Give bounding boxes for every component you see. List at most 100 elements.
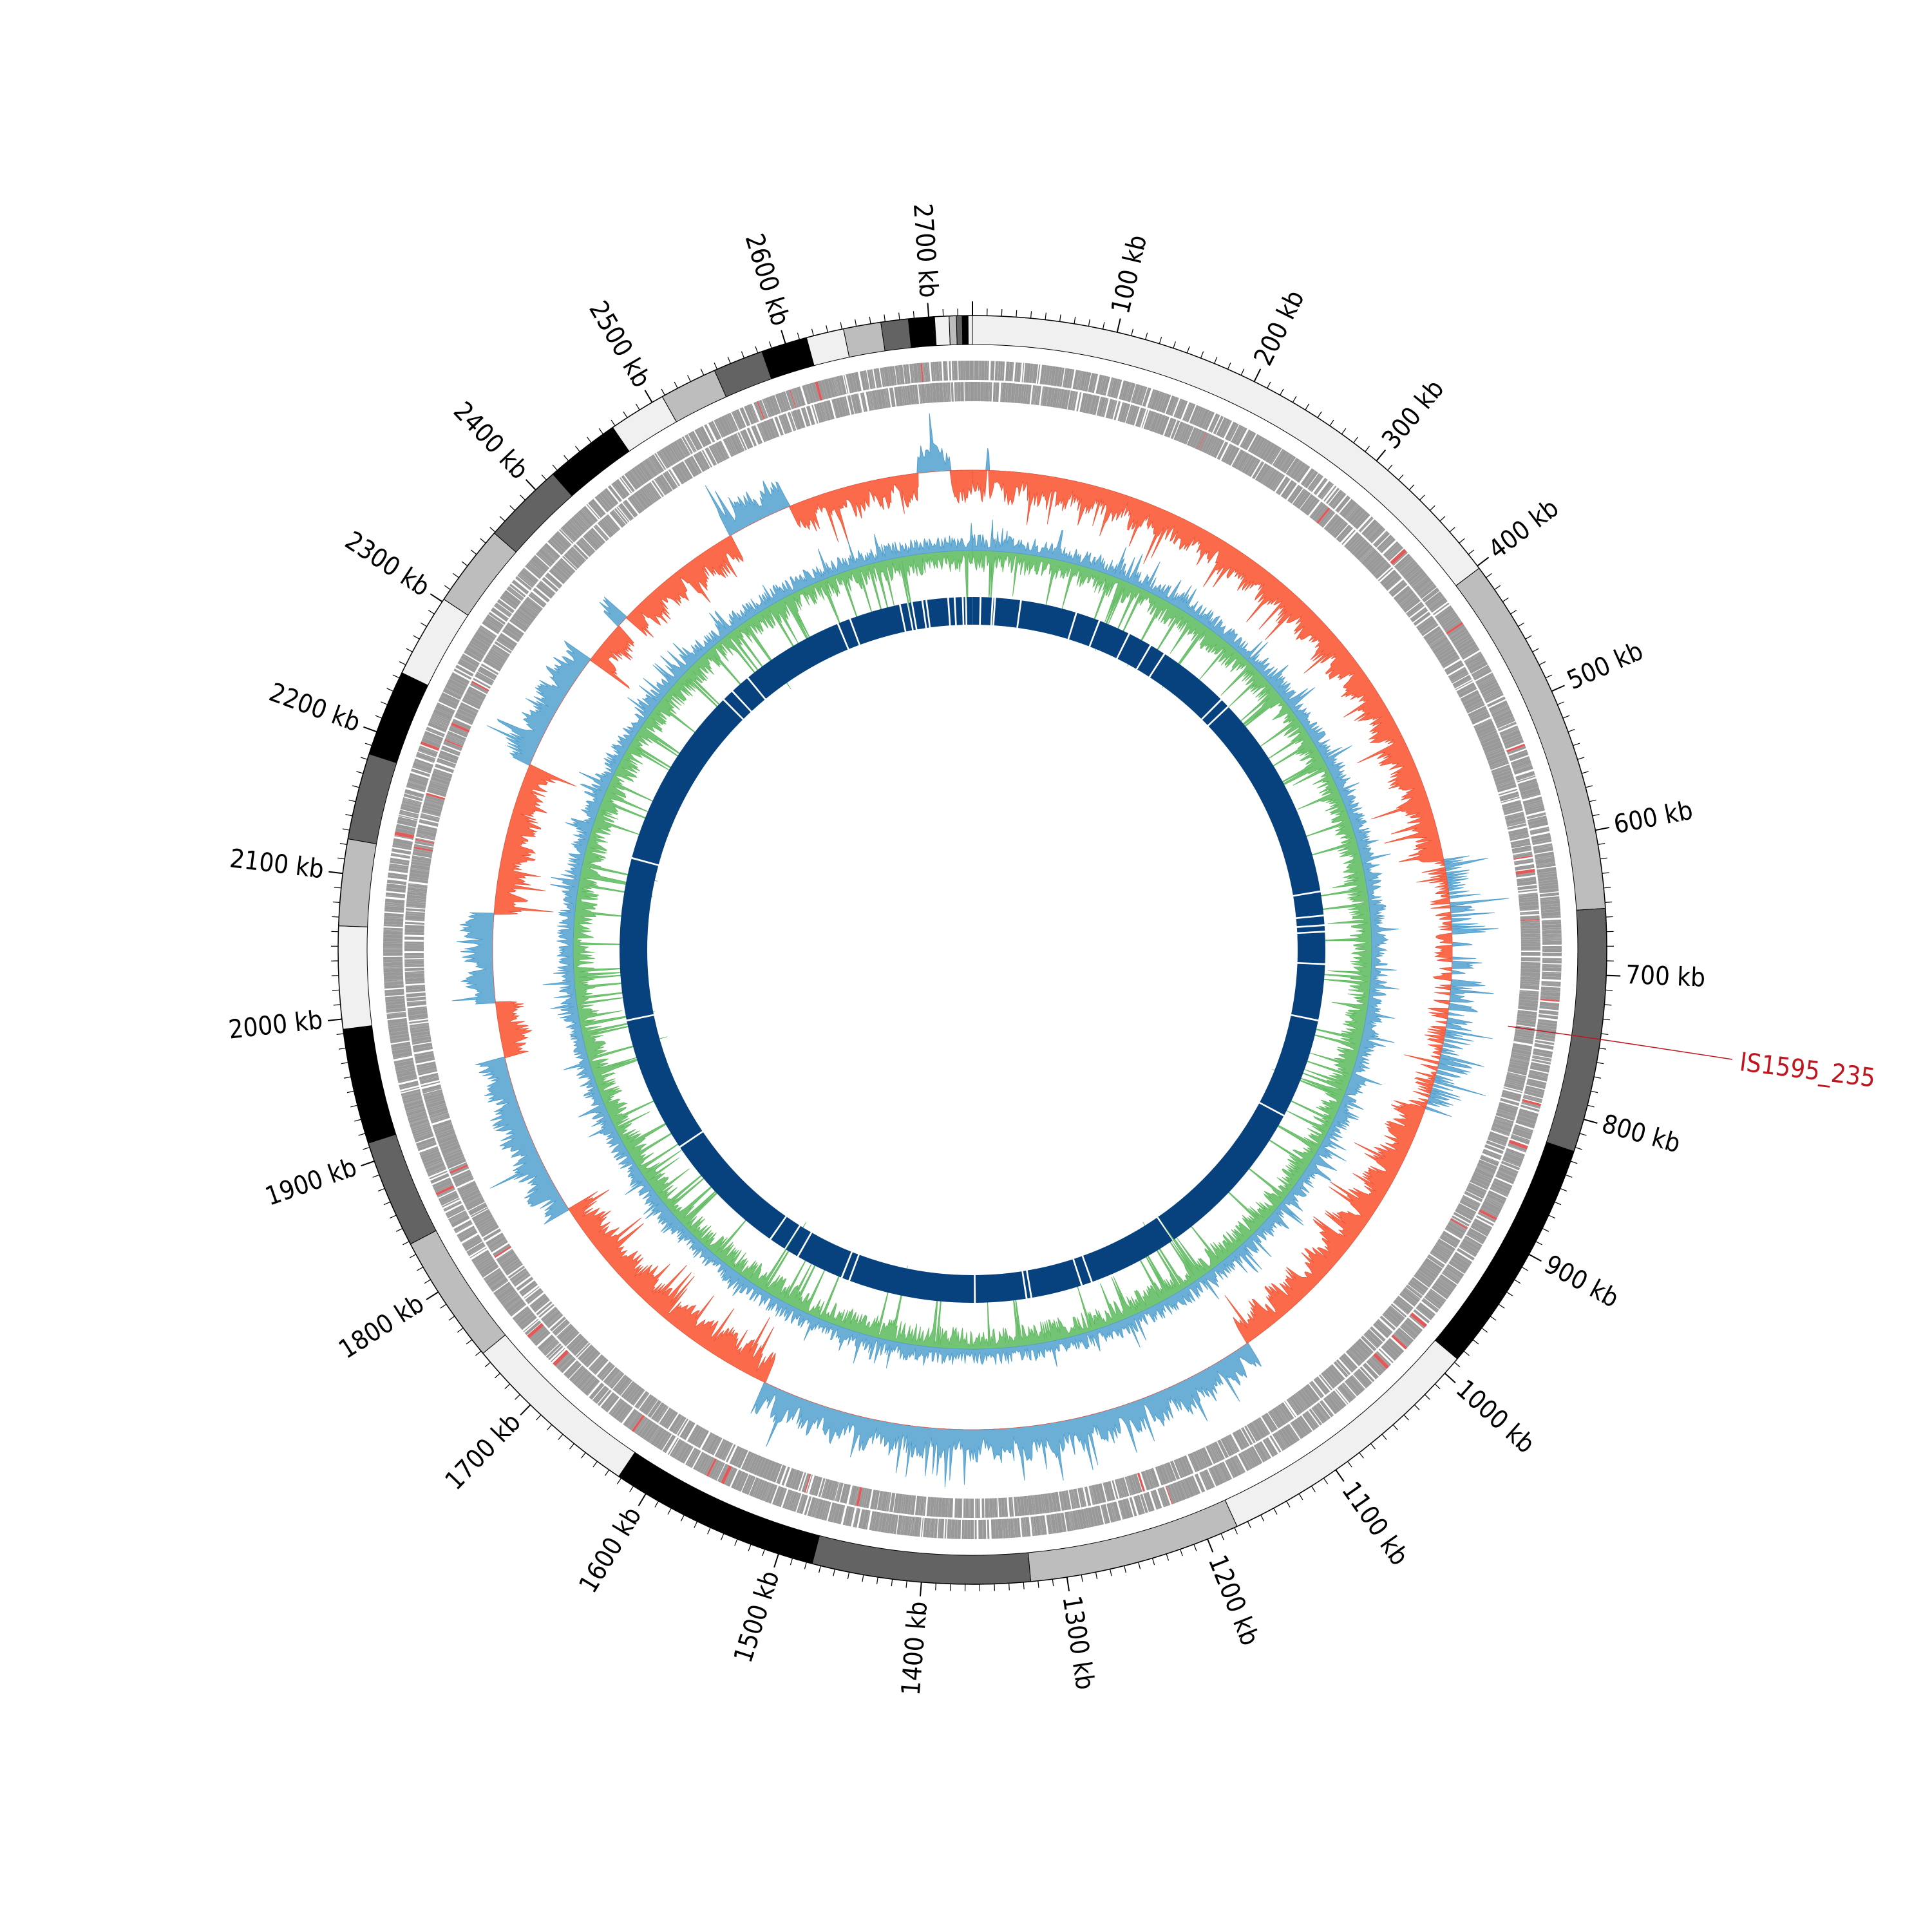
gene-feature	[1046, 1493, 1051, 1513]
gene-feature	[1520, 949, 1540, 951]
gene-feature	[547, 1313, 564, 1329]
gene-feature	[819, 402, 826, 422]
gene-feature	[1277, 1405, 1289, 1423]
gene-feature	[956, 382, 958, 402]
gene-feature	[1475, 724, 1495, 735]
minor-tick	[1365, 446, 1370, 452]
gene-feature	[1464, 1191, 1483, 1202]
gene-feature	[1421, 1299, 1439, 1313]
gene-feature	[1091, 1484, 1099, 1505]
gene-feature	[1427, 632, 1445, 645]
gene-feature	[705, 1434, 716, 1452]
gene-feature	[738, 1473, 749, 1492]
gene-feature	[1540, 909, 1561, 913]
gene-feature	[894, 386, 900, 407]
gene-feature	[574, 513, 590, 530]
gene-feature	[518, 573, 535, 587]
inner-block	[963, 597, 966, 625]
gene-feature	[844, 396, 851, 416]
tick-label: 2300 kb	[339, 526, 435, 602]
gene-feature	[386, 1011, 406, 1015]
gene-feature	[1072, 391, 1078, 411]
gene-feature	[822, 1479, 830, 1499]
gene-feature	[974, 361, 979, 381]
gene-feature	[1520, 983, 1540, 986]
gene-feature	[871, 390, 878, 410]
gene-feature	[1166, 1484, 1177, 1504]
minor-tick	[377, 1188, 385, 1192]
gene-feature	[441, 1144, 461, 1155]
gene-feature	[643, 1422, 656, 1441]
gene-feature	[1520, 952, 1540, 956]
gene-feature	[567, 520, 583, 536]
gene-feature	[1008, 361, 1013, 382]
gene-feature	[1459, 1246, 1476, 1258]
gene-feature	[1399, 1293, 1416, 1307]
gene-feature	[541, 1307, 558, 1322]
gene-feature	[513, 612, 531, 627]
gene-feature	[1194, 406, 1204, 426]
gene-feature	[525, 597, 542, 612]
gene-feature	[1069, 369, 1075, 389]
gene-feature	[418, 1069, 438, 1076]
gene-feature	[969, 1498, 971, 1518]
gene-feature	[835, 397, 844, 418]
gene-feature	[911, 1517, 914, 1537]
gene-feature	[1418, 1267, 1436, 1282]
gene-feature	[978, 1498, 980, 1518]
gene-feature	[1396, 1297, 1413, 1311]
gene-feature	[1459, 644, 1478, 657]
gene-feature	[1309, 1382, 1322, 1399]
gene-feature	[688, 431, 701, 451]
minor-tick	[1560, 1188, 1567, 1192]
gene-feature	[514, 1308, 531, 1322]
gene-feature	[1491, 764, 1510, 773]
gene-feature	[598, 1363, 613, 1379]
gene-feature	[1470, 711, 1490, 722]
gene-feature	[1393, 1298, 1411, 1314]
gene-feature	[926, 1497, 931, 1517]
gene-feature	[498, 1289, 516, 1303]
gene-feature	[1147, 1469, 1155, 1488]
gene-feature	[1360, 1335, 1377, 1352]
gene-feature	[1435, 645, 1454, 659]
gene-feature	[404, 922, 425, 925]
gene-feature	[468, 1203, 488, 1216]
gene-feature	[956, 1498, 958, 1518]
gene-feature	[504, 1260, 522, 1274]
gene-feature	[1442, 1231, 1461, 1244]
gene-feature	[1514, 1124, 1534, 1132]
gene-feature	[412, 766, 431, 773]
minor-tick	[629, 1486, 634, 1493]
gene-feature	[469, 1247, 487, 1258]
gene-feature	[1032, 385, 1036, 405]
gene-feature	[1430, 636, 1448, 650]
gene-feature	[1319, 1401, 1333, 1417]
gene-feature	[544, 1340, 559, 1356]
gene-feature	[605, 1368, 620, 1386]
gene-feature	[1532, 839, 1552, 846]
gene-feature	[1471, 714, 1491, 725]
gene-feature	[717, 1463, 729, 1483]
gene-feature	[529, 560, 545, 574]
gene-feature	[1428, 595, 1444, 609]
gene-feature	[1087, 1507, 1095, 1528]
gene-feature	[1092, 395, 1100, 415]
gene-feature	[404, 956, 424, 959]
gene-feature	[1520, 935, 1540, 938]
inner-block	[1083, 1218, 1173, 1282]
gene-feature	[708, 1459, 720, 1479]
gene-feature	[519, 572, 535, 586]
gene-feature	[432, 712, 451, 722]
gene-feature	[1513, 851, 1532, 857]
gene-feature	[565, 552, 581, 567]
gene-feature	[968, 1498, 970, 1518]
gene-feature	[1119, 380, 1126, 400]
gene-feature	[1184, 1455, 1194, 1474]
gene-feature	[403, 1099, 423, 1105]
gene-feature	[407, 1007, 428, 1012]
gene-feature	[1143, 1493, 1152, 1512]
gene-feature	[1541, 982, 1561, 986]
gene-feature	[1426, 593, 1444, 607]
gene-feature	[1240, 429, 1251, 448]
